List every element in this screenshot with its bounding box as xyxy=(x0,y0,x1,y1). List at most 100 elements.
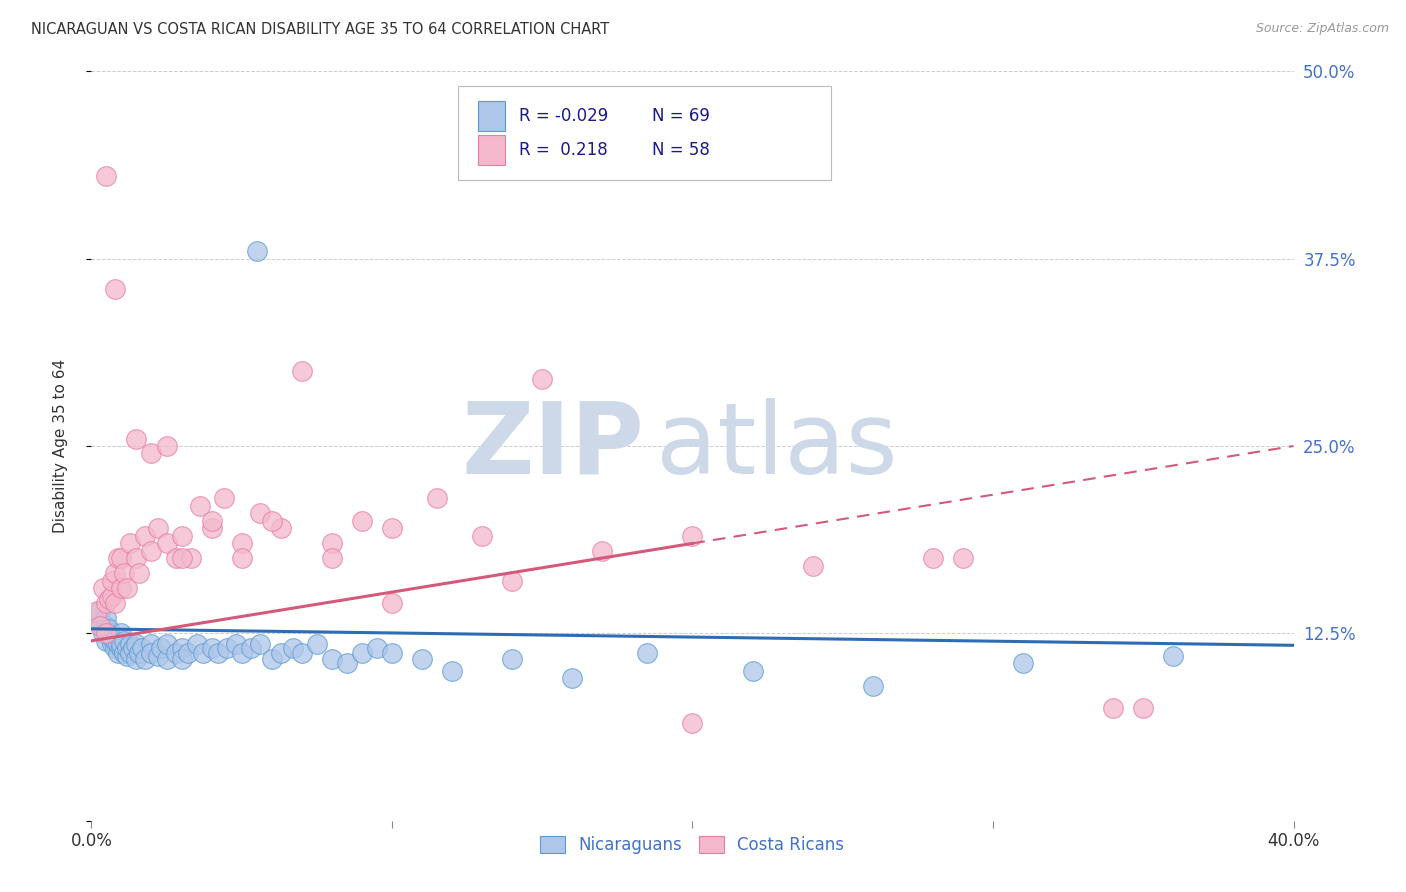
Legend: Nicaraguans, Costa Ricans: Nicaraguans, Costa Ricans xyxy=(534,830,851,861)
Text: R =  0.218: R = 0.218 xyxy=(519,141,609,159)
Point xyxy=(186,637,208,651)
Point xyxy=(201,514,224,528)
Point xyxy=(155,637,177,651)
Point xyxy=(141,544,163,558)
Point xyxy=(426,491,449,506)
Point xyxy=(146,648,169,663)
Point xyxy=(107,646,129,660)
Point xyxy=(246,244,269,259)
Point xyxy=(120,536,142,550)
Point xyxy=(141,637,163,651)
Point xyxy=(260,652,283,666)
Point xyxy=(366,641,388,656)
Point xyxy=(86,604,108,618)
FancyBboxPatch shape xyxy=(458,87,831,180)
Point xyxy=(231,536,253,550)
Point xyxy=(165,646,187,660)
Point xyxy=(239,641,262,656)
Point xyxy=(591,544,613,558)
Point xyxy=(101,631,124,645)
Point xyxy=(201,641,224,656)
Point xyxy=(681,716,703,731)
Text: Source: ZipAtlas.com: Source: ZipAtlas.com xyxy=(1256,22,1389,36)
Point xyxy=(1012,657,1035,671)
Point xyxy=(801,558,824,573)
Point xyxy=(180,551,202,566)
Point xyxy=(291,646,314,660)
Point xyxy=(96,169,118,184)
Point xyxy=(120,646,142,660)
Point xyxy=(305,637,328,651)
Point xyxy=(170,529,193,543)
Point xyxy=(170,641,193,656)
Point xyxy=(170,652,193,666)
Point xyxy=(270,521,292,535)
Point xyxy=(561,671,583,685)
Point xyxy=(381,646,404,660)
Point xyxy=(107,551,129,566)
Text: N = 58: N = 58 xyxy=(651,141,710,159)
Point xyxy=(117,648,139,663)
Point xyxy=(1102,701,1125,715)
Point xyxy=(249,637,271,651)
Point xyxy=(89,604,111,618)
Point xyxy=(201,521,224,535)
Point xyxy=(212,491,235,506)
Point xyxy=(104,633,127,648)
Point xyxy=(1132,701,1154,715)
Point xyxy=(321,652,343,666)
Point xyxy=(98,622,121,636)
Point xyxy=(114,633,136,648)
Point xyxy=(114,646,136,660)
Point xyxy=(155,652,177,666)
Point xyxy=(93,626,115,640)
Point xyxy=(128,646,150,660)
Point xyxy=(125,432,148,446)
Point xyxy=(104,596,127,610)
Point xyxy=(231,646,253,660)
Point xyxy=(96,611,118,625)
Point xyxy=(350,514,373,528)
Point xyxy=(98,626,121,640)
Point xyxy=(952,551,974,566)
FancyBboxPatch shape xyxy=(478,135,505,165)
Point xyxy=(260,514,283,528)
Point xyxy=(101,574,124,588)
Point xyxy=(681,529,703,543)
Point xyxy=(146,521,169,535)
Point xyxy=(96,619,118,633)
Point xyxy=(96,633,118,648)
Point xyxy=(336,657,359,671)
Point xyxy=(125,637,148,651)
Point xyxy=(110,582,132,596)
Point xyxy=(117,641,139,656)
Point xyxy=(531,371,554,385)
Point xyxy=(471,529,494,543)
Point xyxy=(128,566,150,581)
Y-axis label: Disability Age 35 to 64: Disability Age 35 to 64 xyxy=(53,359,67,533)
Point xyxy=(141,446,163,460)
Text: N = 69: N = 69 xyxy=(651,107,710,125)
Point xyxy=(104,282,127,296)
Point xyxy=(89,619,111,633)
Point xyxy=(215,641,238,656)
Point xyxy=(141,646,163,660)
Point xyxy=(96,596,118,610)
Point xyxy=(291,364,314,378)
Point xyxy=(440,664,463,678)
Point xyxy=(1161,648,1184,663)
Point xyxy=(120,637,142,651)
Point xyxy=(125,551,148,566)
Text: atlas: atlas xyxy=(657,398,898,494)
Point xyxy=(98,591,121,606)
Point xyxy=(636,646,658,660)
Point xyxy=(93,582,115,596)
Point xyxy=(321,551,343,566)
Point xyxy=(501,652,523,666)
Point xyxy=(165,551,187,566)
Point xyxy=(110,637,132,651)
Point xyxy=(131,641,153,656)
Point xyxy=(110,641,132,656)
Point xyxy=(281,641,304,656)
Point xyxy=(104,566,127,581)
